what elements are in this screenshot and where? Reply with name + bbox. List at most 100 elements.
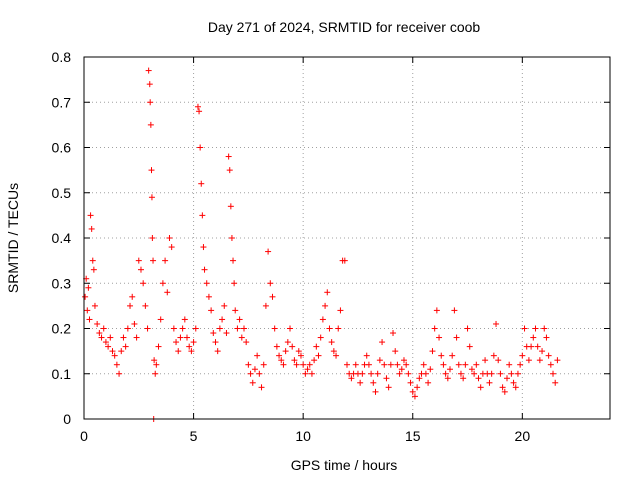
data-point xyxy=(545,352,552,359)
data-point xyxy=(280,361,287,368)
data-point xyxy=(228,235,235,241)
data-point xyxy=(89,257,96,264)
data-point xyxy=(379,339,386,346)
data-point xyxy=(98,334,105,341)
data-point xyxy=(94,320,101,327)
data-point xyxy=(403,361,410,368)
data-point xyxy=(420,361,427,368)
data-point xyxy=(258,384,265,391)
data-point xyxy=(405,370,412,377)
data-point xyxy=(181,316,188,323)
data-point xyxy=(249,379,256,386)
data-point xyxy=(322,302,329,309)
data-point xyxy=(451,307,458,314)
data-point xyxy=(539,348,546,355)
data-marks xyxy=(82,67,561,422)
data-point xyxy=(429,348,436,355)
y-tick-label: 0.7 xyxy=(52,94,72,110)
data-point xyxy=(385,384,392,391)
data-point xyxy=(460,375,467,382)
data-point xyxy=(164,289,171,296)
data-point xyxy=(205,293,212,300)
data-point xyxy=(153,361,160,368)
data-point xyxy=(495,357,502,364)
data-point xyxy=(390,330,397,337)
data-point xyxy=(256,370,263,377)
y-tick-label: 0.5 xyxy=(52,185,72,201)
data-point xyxy=(226,167,233,174)
chart-title: Day 271 of 2024, SRMTID for receiver coo… xyxy=(208,19,481,35)
data-point xyxy=(188,348,195,355)
data-point xyxy=(199,212,206,219)
data-point xyxy=(184,334,191,341)
data-point xyxy=(219,316,226,323)
data-point xyxy=(319,316,326,323)
x-axis-label: GPS time / hours xyxy=(291,457,398,473)
data-point xyxy=(243,339,250,346)
data-point xyxy=(109,348,116,355)
data-point xyxy=(311,357,318,364)
data-point xyxy=(438,352,445,359)
data-point xyxy=(129,293,136,300)
data-point xyxy=(148,194,155,201)
data-point xyxy=(433,307,440,314)
data-point xyxy=(508,370,515,377)
data-point xyxy=(145,67,152,74)
data-point xyxy=(519,352,526,359)
data-point xyxy=(105,343,112,350)
data-point xyxy=(304,366,311,373)
data-point xyxy=(265,248,272,255)
data-point xyxy=(100,325,107,332)
data-point xyxy=(267,280,274,287)
data-point xyxy=(234,325,241,332)
y-tick-label: 0.2 xyxy=(52,321,72,337)
data-point xyxy=(146,81,153,88)
data-point xyxy=(387,361,394,368)
data-point xyxy=(197,144,204,151)
data-point xyxy=(177,334,184,341)
data-point xyxy=(341,257,348,264)
data-point xyxy=(400,357,407,364)
data-point xyxy=(150,257,157,264)
data-point xyxy=(262,302,269,309)
data-point xyxy=(86,316,93,323)
data-point xyxy=(236,316,243,323)
data-point xyxy=(328,339,335,346)
data-point xyxy=(514,370,521,377)
data-point xyxy=(365,361,372,368)
data-point xyxy=(436,334,443,341)
data-point xyxy=(552,379,559,386)
data-point xyxy=(427,366,434,373)
data-point xyxy=(416,375,423,382)
data-point xyxy=(313,343,320,350)
data-point xyxy=(230,257,237,264)
data-point xyxy=(147,99,154,106)
data-point xyxy=(444,375,451,382)
data-point xyxy=(192,325,199,332)
data-point xyxy=(293,361,300,368)
data-point xyxy=(501,388,508,395)
data-point xyxy=(282,348,289,355)
data-point xyxy=(245,361,252,368)
data-point xyxy=(273,343,280,350)
data-point xyxy=(530,334,537,341)
data-point xyxy=(455,361,462,368)
data-point xyxy=(238,334,245,341)
y-tick-label: 0 xyxy=(63,411,71,427)
data-point xyxy=(85,284,92,291)
data-point xyxy=(457,370,464,377)
data-point xyxy=(212,339,219,346)
data-point xyxy=(477,384,484,391)
data-point xyxy=(394,361,401,368)
data-point xyxy=(137,266,144,273)
data-point xyxy=(289,343,296,350)
y-tick-label: 0.8 xyxy=(52,49,72,65)
grid-lines xyxy=(84,57,610,419)
data-point xyxy=(124,325,131,332)
data-point xyxy=(147,121,154,128)
y-axis-label: SRMTID / TECUs xyxy=(5,183,21,293)
data-point xyxy=(475,375,482,382)
data-point xyxy=(392,348,399,355)
data-point xyxy=(372,388,379,395)
plot-frame xyxy=(83,56,611,420)
